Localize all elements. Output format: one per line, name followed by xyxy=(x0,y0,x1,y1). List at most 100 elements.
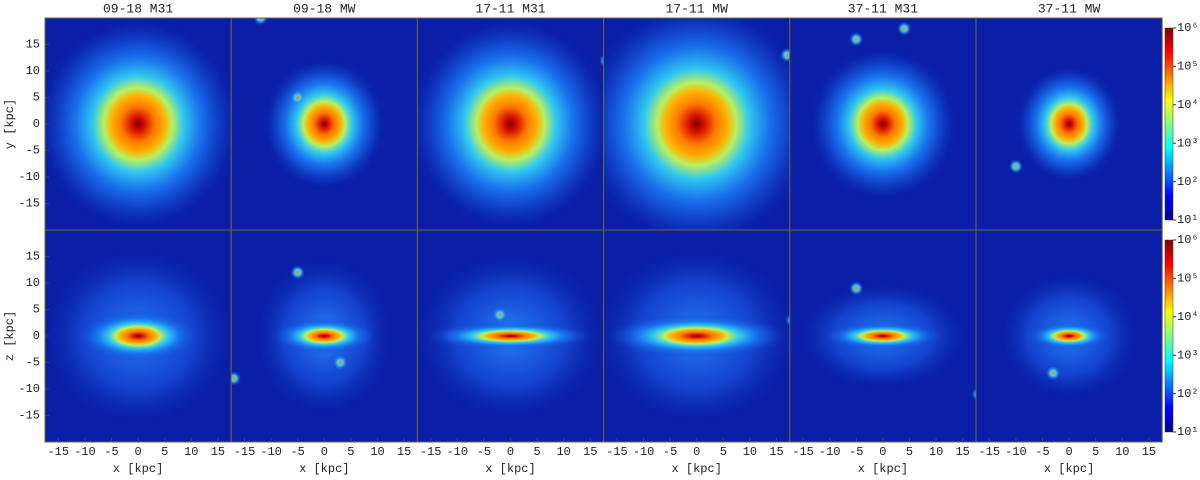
y-tick-label: -10 xyxy=(18,170,40,184)
x-tick-label: -5 xyxy=(290,445,304,459)
satellite xyxy=(971,387,976,401)
panel-title: 09-18 M31 xyxy=(103,1,173,16)
galaxy xyxy=(417,24,604,224)
y-tick-label: 15 xyxy=(26,250,40,264)
galaxy xyxy=(1019,69,1120,179)
x-tick-label: -10 xyxy=(74,445,96,459)
x-tick-label: 15 xyxy=(211,445,225,459)
satellite xyxy=(290,265,305,280)
x-tick-label: 5 xyxy=(533,445,540,459)
y-tick-label: 5 xyxy=(33,91,40,105)
colorbar xyxy=(1164,27,1174,221)
y-tick-label: -5 xyxy=(26,144,40,158)
x-tick-label: 5 xyxy=(906,445,913,459)
y-tick-label: 5 xyxy=(33,303,40,317)
y-tick-label: 0 xyxy=(33,329,40,343)
x-axis-label: x [kpc] xyxy=(1044,462,1094,476)
y-tick-label: 10 xyxy=(26,64,40,78)
panel-title: 37-11 MW xyxy=(1038,1,1101,16)
galaxy xyxy=(606,314,787,358)
panel xyxy=(975,229,1163,443)
x-tick-label: 15 xyxy=(955,445,969,459)
colorbar-tick-label: 10⁵ xyxy=(1177,60,1199,74)
x-tick-label: -5 xyxy=(477,445,491,459)
y-tick-label: -10 xyxy=(18,382,40,396)
galaxy xyxy=(428,322,593,350)
x-tick-label: -10 xyxy=(260,445,282,459)
colorbar-tick-label: 10³ xyxy=(1177,348,1199,362)
y-tick-label: -15 xyxy=(18,409,40,423)
x-axis-label: x [kpc] xyxy=(671,462,721,476)
x-tick-label: 5 xyxy=(161,445,168,459)
galaxy xyxy=(272,318,377,354)
panel-title: 09-18 MW xyxy=(293,1,356,16)
x-tick-label: -15 xyxy=(792,445,814,459)
panel xyxy=(603,17,791,231)
satellite xyxy=(253,18,268,25)
panel-image xyxy=(417,18,604,230)
panel xyxy=(416,229,605,443)
panel-image xyxy=(231,18,418,230)
x-tick-label: 10 xyxy=(743,445,757,459)
colorbar-tick-label: 10⁴ xyxy=(1177,310,1199,324)
y-axis-label: z [kpc] xyxy=(3,311,17,361)
panel-image xyxy=(231,230,418,442)
panel-image xyxy=(45,18,232,230)
panel xyxy=(230,17,418,231)
colorbar-tick-label: 10³ xyxy=(1177,136,1199,150)
x-tick-label: 0 xyxy=(321,445,328,459)
x-tick-label: 0 xyxy=(507,445,514,459)
colorbar-tick-label: 10⁴ xyxy=(1177,98,1199,112)
colorbar-tick-label: 10⁵ xyxy=(1177,272,1199,286)
x-tick-label: -15 xyxy=(978,445,1000,459)
x-tick-label: -10 xyxy=(819,445,841,459)
panel-image xyxy=(603,18,790,230)
panel-image xyxy=(789,230,976,442)
panel-image xyxy=(976,18,1163,230)
x-axis-label: x [kpc] xyxy=(858,462,908,476)
x-tick-label: -5 xyxy=(104,445,118,459)
panel xyxy=(789,17,977,231)
galaxy xyxy=(45,24,232,224)
x-tick-label: 10 xyxy=(184,445,198,459)
panel xyxy=(230,229,418,443)
satellite xyxy=(1008,159,1023,174)
x-tick-label: 0 xyxy=(693,445,700,459)
satellite xyxy=(290,90,305,105)
x-tick-label: -5 xyxy=(1035,445,1049,459)
x-tick-label: -5 xyxy=(849,445,863,459)
x-tick-label: -15 xyxy=(234,445,256,459)
y-tick-label: -15 xyxy=(18,197,40,211)
colorbar-tick-label: 10² xyxy=(1177,175,1199,189)
galaxy xyxy=(76,310,201,362)
satellite xyxy=(849,281,864,296)
colorbar-tick-label: 10¹ xyxy=(1177,425,1199,439)
panel xyxy=(416,17,605,231)
panel-title: 17-11 MW xyxy=(665,1,728,16)
x-tick-label: -10 xyxy=(633,445,655,459)
x-tick-label: 15 xyxy=(397,445,411,459)
galaxy xyxy=(822,322,943,350)
panel-image xyxy=(45,230,232,442)
satellite xyxy=(1046,366,1061,381)
x-tick-label: -15 xyxy=(420,445,442,459)
colorbar-tick-label: 10⁶ xyxy=(1177,233,1199,247)
galaxy xyxy=(603,18,790,230)
panel xyxy=(44,17,232,231)
x-tick-label: -10 xyxy=(1005,445,1027,459)
panel xyxy=(44,229,232,443)
colorbar xyxy=(1164,239,1174,433)
y-tick-label: 0 xyxy=(33,117,40,131)
x-tick-label: -15 xyxy=(606,445,628,459)
panel xyxy=(789,229,977,443)
galaxy xyxy=(266,62,383,186)
x-tick-label: 10 xyxy=(556,445,570,459)
x-tick-label: 10 xyxy=(1115,445,1129,459)
x-tick-label: -10 xyxy=(446,445,468,459)
satellite xyxy=(492,307,507,322)
panel xyxy=(975,17,1163,231)
x-tick-label: 10 xyxy=(370,445,384,459)
x-tick-label: 5 xyxy=(720,445,727,459)
x-axis-label: x [kpc] xyxy=(485,462,535,476)
panel-title: 37-11 M31 xyxy=(848,1,918,16)
